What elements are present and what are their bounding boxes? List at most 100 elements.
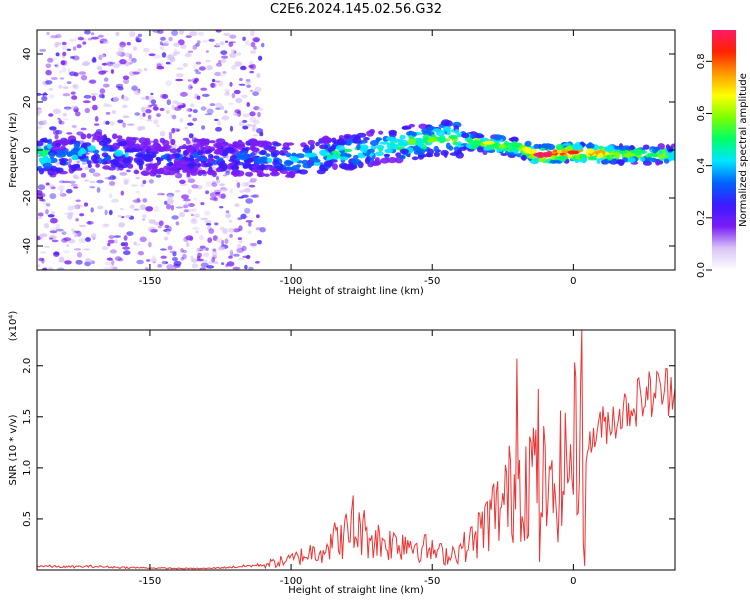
spectrogram-speckle [49, 126, 57, 131]
spectrogram-blob [114, 149, 124, 157]
spectrogram-blob [408, 123, 415, 128]
spectrogram-speckle [198, 234, 204, 241]
spectrogram-blob [251, 165, 258, 169]
spectrogram-speckle [180, 44, 187, 49]
spectrogram-speckle [133, 208, 140, 211]
spectrogram-speckle [231, 64, 237, 70]
spectrogram-speckle [229, 249, 233, 253]
spectrogram-blob [122, 158, 130, 164]
spectrogram-speckle [126, 231, 134, 237]
spectrogram-speckle [220, 50, 228, 55]
spectrogram-speckle [238, 83, 246, 86]
spectrogram-speckle [189, 31, 198, 37]
spectrogram-speckle [74, 234, 78, 238]
spectrogram-speckle [127, 123, 135, 126]
spectrogram-blob [315, 141, 320, 147]
spectrogram-speckle [103, 77, 109, 82]
spectrogram-speckle [194, 69, 199, 72]
spectrogram-blob [555, 144, 564, 151]
spectrogram-speckle [171, 127, 176, 134]
spectrogram-blob [432, 128, 442, 133]
spectrogram-speckle [164, 224, 170, 229]
spectrogram-speckle [215, 107, 221, 110]
spectrogram-speckle [101, 62, 108, 66]
spectrogram-blob [562, 143, 572, 146]
spectrogram-x-tick-label: 0 [570, 276, 576, 287]
spectrogram-speckle [224, 88, 230, 93]
spectrogram-blob [585, 143, 595, 149]
spectrogram-speckle [63, 237, 72, 242]
spectrogram-speckle [221, 239, 225, 246]
spectrogram-speckle [150, 104, 158, 107]
spectrogram-speckle [103, 223, 110, 227]
spectrogram-speckle [248, 184, 256, 188]
spectrogram-speckle [91, 233, 97, 239]
spectrogram-blob [296, 169, 302, 174]
spectrogram-blob [452, 141, 459, 146]
spectrogram-speckle [246, 84, 251, 88]
spectrogram-speckle [109, 249, 117, 254]
spectrogram-blob [123, 144, 133, 151]
spectrogram-speckle [248, 266, 254, 270]
spectrogram-speckle [103, 41, 110, 44]
spectrogram-blob [319, 144, 329, 150]
spectrogram-blob [186, 163, 196, 168]
spectrogram-speckle [153, 119, 159, 125]
spectrogram-blob [313, 161, 321, 166]
spectrogram-speckle [172, 251, 177, 257]
spectrogram-speckle [205, 59, 211, 63]
spectrogram-speckle [62, 118, 69, 121]
spectrogram-blob [407, 138, 416, 145]
spectrogram-speckle [107, 239, 115, 244]
spectrogram-speckle [103, 267, 111, 270]
spectrogram-speckle [152, 30, 160, 33]
spectrogram-speckle [98, 93, 105, 99]
spectrogram-blob [245, 171, 254, 177]
spectrogram-blob [533, 157, 539, 164]
spectrogram-speckle [188, 203, 195, 207]
spectrogram-speckle [91, 58, 97, 63]
spectrogram-blob [101, 152, 109, 157]
spectrogram-speckle [237, 244, 242, 249]
spectrogram-speckle [135, 37, 142, 43]
spectrogram-speckle [58, 84, 63, 89]
spectrogram-speckle [54, 41, 62, 46]
spectrogram-speckle [64, 107, 72, 111]
spectrogram-speckle [197, 40, 201, 44]
spectrogram-blob [280, 152, 287, 156]
spectrogram-blob [37, 140, 44, 147]
spectrogram-blob [69, 139, 77, 144]
colorbar-tick-label: 0.2 [696, 210, 707, 226]
spectrogram-blob [516, 142, 523, 147]
spectrogram-speckle [109, 174, 116, 181]
spectrogram-blob [323, 160, 333, 168]
spectrogram-speckle [132, 71, 141, 75]
spectrogram-blob [231, 164, 240, 171]
snr-plot-area [37, 330, 675, 570]
spectrogram-speckle [165, 54, 174, 61]
spectrogram-blob [126, 141, 135, 145]
spectrogram-speckle [252, 194, 260, 198]
spectrogram-blob [251, 147, 260, 152]
spectrogram-speckle [99, 41, 104, 44]
spectrogram-speckle [245, 220, 254, 223]
spectrogram-speckle [236, 182, 241, 188]
spectrogram-blob [132, 147, 143, 152]
spectrogram-speckle [41, 199, 46, 202]
spectrogram-blob [255, 169, 264, 174]
colorbar-ticks: 0.0 0.2 0.4 0.6 0.8 [696, 53, 712, 278]
spectrogram-speckle [247, 230, 252, 234]
spectrogram-speckle [157, 264, 163, 268]
spectrogram-speckle [120, 242, 125, 247]
spectrogram-speckle [68, 180, 76, 184]
spectrogram-speckle [256, 73, 261, 78]
spectrogram-speckle [199, 245, 206, 249]
spectrogram-blob [364, 157, 371, 165]
spectrogram-blob [285, 166, 294, 171]
spectrogram-speckle [50, 217, 58, 224]
spectrogram-speckle [121, 94, 125, 100]
spectrogram-blob [422, 134, 430, 140]
spectrogram-speckle [81, 162, 87, 165]
spectrogram-speckle [206, 108, 214, 115]
spectrogram-blob [112, 142, 120, 150]
